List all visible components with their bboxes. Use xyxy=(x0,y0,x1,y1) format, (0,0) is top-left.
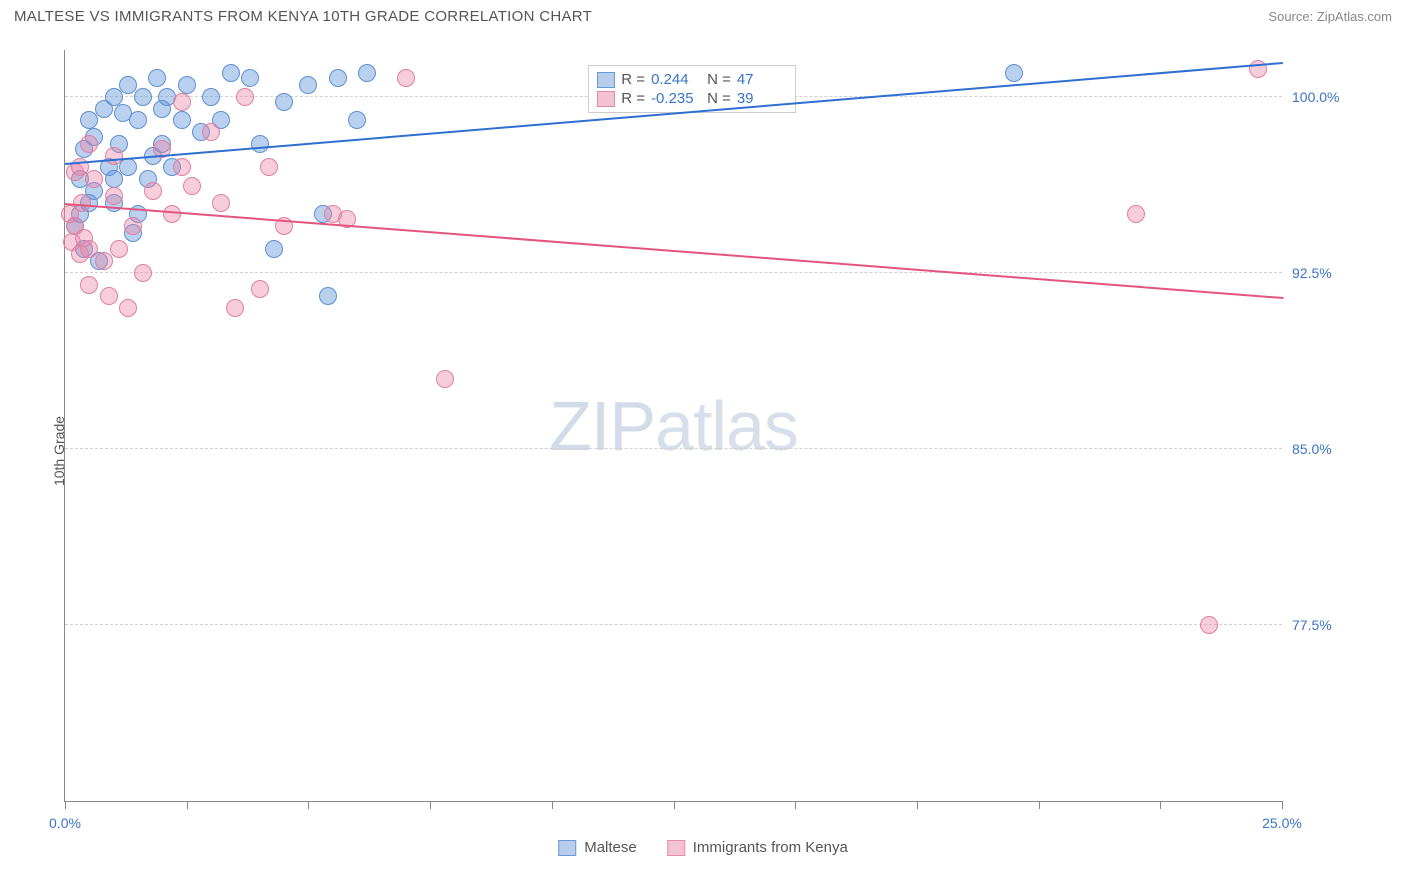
data-point xyxy=(1200,616,1218,634)
data-point xyxy=(436,370,454,388)
data-point xyxy=(275,93,293,111)
x-tick xyxy=(65,801,66,809)
data-point xyxy=(348,111,366,129)
data-point xyxy=(134,264,152,282)
x-tick xyxy=(430,801,431,809)
chart-title: MALTESE VS IMMIGRANTS FROM KENYA 10TH GR… xyxy=(14,8,592,25)
x-tick xyxy=(674,801,675,809)
data-point xyxy=(202,123,220,141)
y-tick-label: 100.0% xyxy=(1292,89,1382,105)
data-point xyxy=(358,64,376,82)
data-point xyxy=(183,177,201,195)
legend: Maltese Immigrants from Kenya xyxy=(558,839,848,856)
data-point xyxy=(236,88,254,106)
data-point xyxy=(1005,64,1023,82)
x-tick xyxy=(187,801,188,809)
legend-label: Maltese xyxy=(584,839,637,856)
data-point xyxy=(226,299,244,317)
legend-label: Immigrants from Kenya xyxy=(693,839,848,856)
gridline-h xyxy=(65,272,1282,273)
stat-r-label: R = xyxy=(621,90,645,107)
x-tick xyxy=(1039,801,1040,809)
plot-area: ZIPatlas 77.5%85.0%92.5%100.0%0.0%25.0%R… xyxy=(64,50,1282,802)
data-point xyxy=(202,88,220,106)
data-point xyxy=(1127,205,1145,223)
y-tick-label: 85.0% xyxy=(1292,441,1382,457)
legend-item: Immigrants from Kenya xyxy=(667,839,848,856)
trend-line xyxy=(65,203,1283,299)
series-swatch xyxy=(597,72,615,88)
series-swatch xyxy=(597,91,615,107)
stat-r-value: -0.235 xyxy=(651,90,701,107)
data-point xyxy=(129,111,147,129)
data-point xyxy=(299,76,317,94)
gridline-h xyxy=(65,448,1282,449)
stats-row: R = 0.244 N = 47 xyxy=(597,70,787,89)
stat-n-label: N = xyxy=(707,90,731,107)
data-point xyxy=(212,194,230,212)
data-point xyxy=(100,287,118,305)
data-point xyxy=(173,158,191,176)
data-point xyxy=(105,187,123,205)
legend-swatch xyxy=(667,840,685,856)
data-point xyxy=(110,240,128,258)
data-point xyxy=(329,69,347,87)
data-point xyxy=(178,76,196,94)
data-point xyxy=(397,69,415,87)
y-tick-label: 92.5% xyxy=(1292,265,1382,281)
data-point xyxy=(251,280,269,298)
x-tick xyxy=(1160,801,1161,809)
data-point xyxy=(241,69,259,87)
data-point xyxy=(95,252,113,270)
data-point xyxy=(85,170,103,188)
data-point xyxy=(222,64,240,82)
watermark: ZIPatlas xyxy=(549,386,798,466)
legend-swatch xyxy=(558,840,576,856)
data-point xyxy=(105,170,123,188)
x-tick xyxy=(795,801,796,809)
legend-item: Maltese xyxy=(558,839,637,856)
data-point xyxy=(80,135,98,153)
data-point xyxy=(80,111,98,129)
x-tick-label: 25.0% xyxy=(1262,815,1302,831)
data-point xyxy=(265,240,283,258)
data-point xyxy=(144,182,162,200)
data-point xyxy=(119,158,137,176)
data-point xyxy=(173,93,191,111)
stat-n-value: 47 xyxy=(737,71,787,88)
data-point xyxy=(163,205,181,223)
x-tick xyxy=(917,801,918,809)
chart-container: 10th Grade ZIPatlas 77.5%85.0%92.5%100.0… xyxy=(14,40,1392,862)
data-point xyxy=(319,287,337,305)
x-tick-label: 0.0% xyxy=(49,815,81,831)
data-point xyxy=(124,217,142,235)
stat-r-value: 0.244 xyxy=(651,71,701,88)
gridline-h xyxy=(65,624,1282,625)
data-point xyxy=(148,69,166,87)
data-point xyxy=(105,88,123,106)
data-point xyxy=(134,88,152,106)
data-point xyxy=(119,299,137,317)
data-point xyxy=(73,194,91,212)
x-tick xyxy=(308,801,309,809)
data-point xyxy=(173,111,191,129)
source-attribution: Source: ZipAtlas.com xyxy=(1268,9,1392,24)
y-tick-label: 77.5% xyxy=(1292,617,1382,633)
data-point xyxy=(251,135,269,153)
data-point xyxy=(260,158,278,176)
x-tick xyxy=(1282,801,1283,809)
data-point xyxy=(105,147,123,165)
x-tick xyxy=(552,801,553,809)
data-point xyxy=(80,276,98,294)
stat-n-label: N = xyxy=(707,71,731,88)
stat-r-label: R = xyxy=(621,71,645,88)
